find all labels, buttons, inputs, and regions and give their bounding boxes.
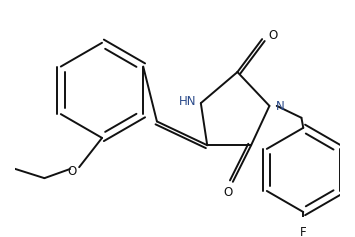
Text: O: O — [224, 186, 233, 199]
Text: HN: HN — [179, 95, 197, 108]
Text: O: O — [268, 29, 278, 42]
Text: F: F — [300, 226, 307, 237]
Text: N: N — [276, 100, 285, 113]
Text: O: O — [67, 165, 76, 178]
